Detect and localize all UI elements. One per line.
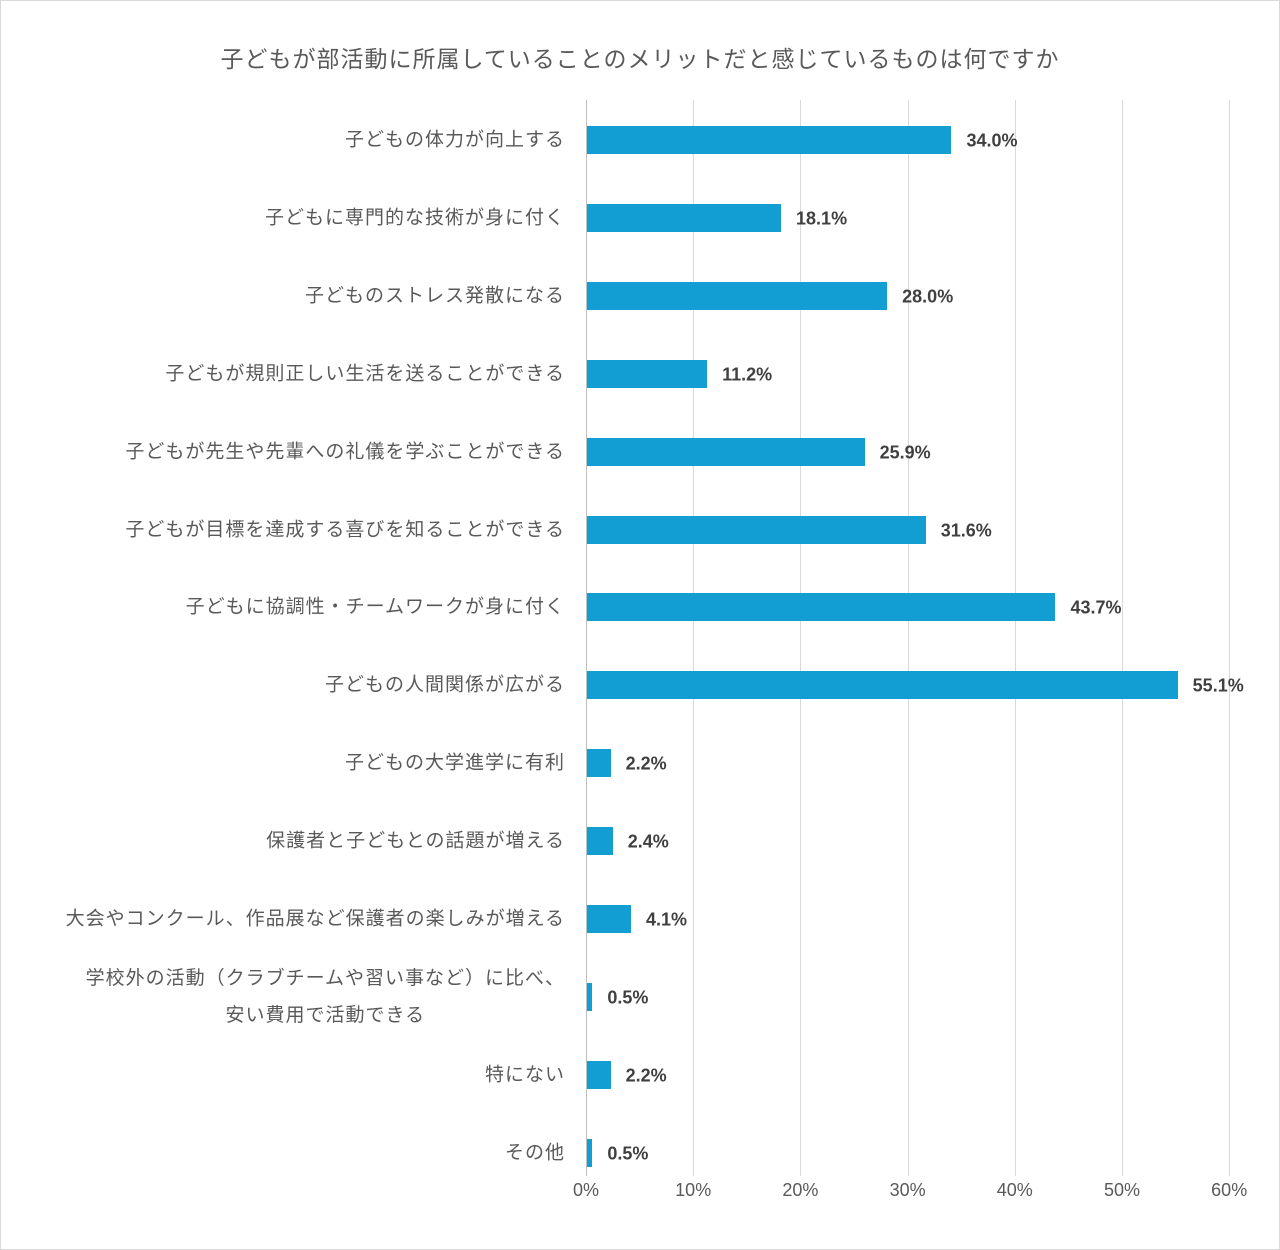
data-label: 34.0% bbox=[966, 130, 1018, 151]
category-label-text: 子どもが目標を達成する喜びを知ることができる bbox=[125, 519, 565, 540]
category-label-text: 学校外の活動（クラブチームや習い事など）に比べ、 安い費用で活動できる bbox=[85, 967, 565, 1026]
category-label: 大会やコンクール、作品展など保護者の楽しみが増える bbox=[66, 901, 565, 938]
bar bbox=[587, 905, 631, 933]
x-tick-label: 20% bbox=[782, 1180, 819, 1200]
gridline bbox=[1014, 100, 1016, 1176]
bar bbox=[587, 593, 1056, 622]
category-label-text: 子どもの人間関係が広がる bbox=[324, 674, 565, 696]
x-tick-label: 30% bbox=[889, 1180, 926, 1200]
category-label: 子どもが規則正しい生活を送ることができる bbox=[165, 355, 565, 392]
bar bbox=[587, 1138, 593, 1167]
data-label: 2.2% bbox=[625, 753, 667, 774]
bar bbox=[587, 515, 926, 544]
category-label-text: 大会やコンクール、作品展など保護者の楽しみが増える bbox=[65, 908, 565, 930]
category-label-text: 子どもが先生や先輩への礼儀を学ぶことができる bbox=[125, 441, 565, 463]
gridline bbox=[693, 100, 695, 1176]
category-label-text: 子どもの体力が向上する bbox=[344, 129, 565, 151]
x-tick-label: 40% bbox=[996, 1180, 1033, 1200]
bar bbox=[587, 203, 782, 232]
bar bbox=[587, 671, 1178, 700]
chart-title: 子どもが部活動に所属していることのメリットだと感じているものは何ですか bbox=[220, 46, 1060, 72]
category-label: 特にない bbox=[485, 1056, 565, 1093]
gridline bbox=[1122, 100, 1123, 1176]
gridline bbox=[907, 100, 909, 1176]
category-label-text: 特にない bbox=[484, 1064, 565, 1086]
data-label: 11.2% bbox=[722, 364, 773, 385]
bar bbox=[587, 126, 952, 154]
category-label: 子どもが目標を達成する喜びを知ることができる bbox=[125, 511, 565, 548]
category-label: 子どもの体力が向上する bbox=[345, 122, 565, 159]
x-tick-label: 10% bbox=[675, 1180, 712, 1200]
x-tick-label: 60% bbox=[1211, 1180, 1248, 1200]
bar bbox=[587, 982, 593, 1011]
category-label: 子どもが先生や先輩への礼儀を学ぶことができる bbox=[125, 433, 565, 470]
category-label-text: 保護者と子どもとの話題が増える bbox=[266, 830, 565, 852]
data-label: 18.1% bbox=[796, 208, 848, 229]
data-label: 25.9% bbox=[879, 442, 931, 463]
category-label-text: 子どもが規則正しい生活を送ることができる bbox=[165, 363, 565, 385]
category-label-text: 子どものストレス発散になる bbox=[304, 285, 565, 307]
category-label: 保護者と子どもとの話題が増える bbox=[266, 823, 565, 860]
bar bbox=[587, 827, 613, 856]
category-label-text: 子どもの大学進学に有利 bbox=[344, 752, 565, 774]
data-label: 55.1% bbox=[1192, 675, 1244, 696]
bar bbox=[587, 1060, 611, 1089]
category-label-text: 子どもに専門的な技術が身に付く bbox=[264, 207, 565, 229]
data-label: 4.1% bbox=[645, 909, 687, 930]
x-tick-label: 0% bbox=[572, 1180, 600, 1200]
data-label: 28.0% bbox=[902, 286, 954, 307]
category-label: 子どもに専門的な技術が身に付く bbox=[265, 199, 565, 236]
data-label: 2.2% bbox=[625, 1065, 667, 1086]
data-label: 2.4% bbox=[627, 831, 669, 852]
data-label: 31.6% bbox=[940, 520, 992, 540]
bar bbox=[587, 281, 888, 310]
data-label: 0.5% bbox=[607, 987, 649, 1008]
category-label: 子どもの人間関係が広がる bbox=[325, 667, 565, 704]
data-label: 43.7% bbox=[1070, 597, 1122, 618]
category-label-text: その他 bbox=[504, 1142, 565, 1164]
gridline bbox=[1229, 100, 1231, 1176]
gridline bbox=[586, 100, 587, 1176]
category-label: 子どもに協調性・チームワークが身に付く bbox=[186, 589, 565, 626]
category-label: 子どものストレス発散になる bbox=[305, 277, 565, 314]
bar bbox=[587, 437, 865, 466]
bar bbox=[587, 359, 708, 388]
category-label: その他 bbox=[505, 1134, 565, 1171]
category-label-text: 子どもに協調性・チームワークが身に付く bbox=[185, 596, 565, 618]
data-label: 0.5% bbox=[607, 1143, 649, 1164]
x-tick-label: 50% bbox=[1103, 1180, 1141, 1200]
gridline bbox=[800, 100, 802, 1176]
category-label: 学校外の活動（クラブチームや習い事など）に比べ、 安い費用で活動できる bbox=[86, 960, 565, 1034]
category-label: 子どもの大学進学に有利 bbox=[345, 745, 565, 782]
bar bbox=[587, 749, 611, 778]
